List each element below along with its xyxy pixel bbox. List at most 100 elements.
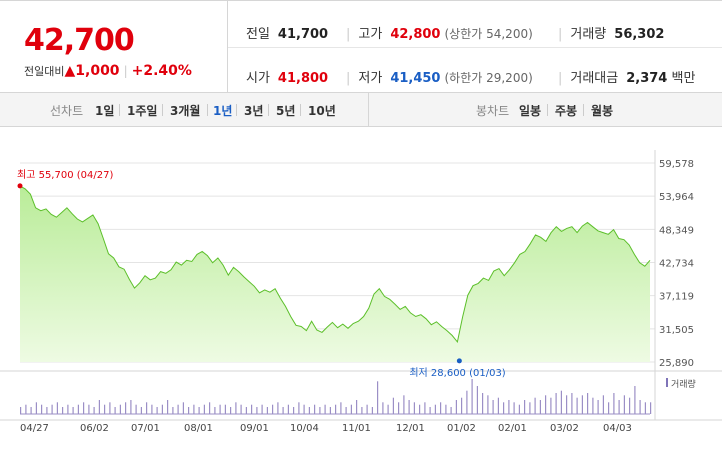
y-tick-label: 48,349 (659, 225, 694, 236)
volume-bar (235, 402, 237, 414)
price-line (19, 185, 651, 344)
volume-bar (398, 402, 400, 414)
volume-bar (382, 402, 384, 414)
volume-bar (83, 402, 85, 414)
x-tick-label: 10/04 (290, 423, 319, 434)
stat-volume: | 거래량 56,302 (558, 27, 665, 42)
volume-bar (581, 395, 583, 414)
volume-bar (424, 402, 426, 414)
volume-bar (62, 407, 64, 414)
volume-bar (282, 407, 284, 414)
volume-bar (587, 393, 589, 414)
low-marker (456, 358, 462, 364)
volume-bar (256, 407, 258, 414)
volume-bar (550, 397, 552, 414)
x-tick-label: 06/02 (80, 423, 109, 434)
volume-bar (214, 407, 216, 414)
volume-bar (272, 404, 274, 414)
tab-3m[interactable]: 3개월 (170, 104, 201, 118)
tab-1y[interactable]: 1년 (213, 104, 233, 118)
volume-bar (119, 404, 121, 414)
volume-bar (408, 400, 410, 414)
price-change: 전일대비▲1,000 | +2.40% (24, 63, 192, 79)
stat-high: | 고가 42,800 (상한가 54,200) (346, 27, 533, 42)
x-tick-label: 08/01 (184, 423, 213, 434)
volume-bar (303, 404, 305, 414)
volume-legend-swatch (666, 378, 668, 387)
volume-bar (56, 402, 58, 414)
x-tick-label: 07/01 (131, 423, 160, 434)
volume-bar (308, 407, 310, 414)
volume-bar (146, 402, 148, 414)
volume-bar (177, 404, 179, 414)
volume-bar (644, 402, 646, 414)
y-tick-label: 59,578 (659, 159, 694, 170)
tab-monthly[interactable]: 월봉 (591, 104, 614, 118)
volume-bar (608, 402, 610, 414)
volume-bar (46, 407, 48, 414)
volume-bar (188, 407, 190, 414)
volume-bar (230, 407, 232, 414)
x-tick-label: 01/02 (447, 423, 476, 434)
x-tick-label: 04/27 (20, 423, 49, 434)
change-value: 1,000 (75, 63, 120, 79)
volume-bar (450, 407, 452, 414)
volume-bar (41, 404, 43, 414)
volume-bar (335, 404, 337, 414)
volume-bar (350, 404, 352, 414)
tab-daily[interactable]: 일봉 (519, 104, 542, 118)
y-tick-label: 37,119 (659, 292, 694, 303)
volume-bar (209, 402, 211, 414)
stat-low: | 저가 41,450 (하한가 29,200) (346, 71, 533, 86)
volume-bar (387, 404, 389, 414)
volume-bar (361, 407, 363, 414)
volume-bar (508, 400, 510, 414)
y-tick-label: 53,964 (659, 192, 694, 203)
volume-bar (492, 400, 494, 414)
volume-bar (529, 402, 531, 414)
volume-bar (440, 402, 442, 414)
volume-bar (623, 395, 625, 414)
volume-bar (576, 397, 578, 414)
current-price: 42,700 (24, 23, 135, 58)
volume-bar (555, 393, 557, 414)
volume-bar (193, 404, 195, 414)
volume-bar (566, 395, 568, 414)
y-tick-label: 42,734 (659, 259, 694, 270)
low-annotation: 최저 28,600 (01/03) (409, 367, 505, 379)
tab-5y[interactable]: 5년 (276, 104, 296, 118)
line-chart-label: 선차트 (50, 104, 84, 118)
volume-bar (613, 393, 615, 414)
tab-1d[interactable]: 1일 (95, 104, 115, 118)
tab-10y[interactable]: 10년 (308, 104, 336, 118)
volume-bar (293, 407, 295, 414)
stats-divider (228, 47, 722, 48)
volume-bar (518, 404, 520, 414)
volume-bar (524, 400, 526, 414)
volume-bar (35, 402, 37, 414)
volume-bar (377, 381, 379, 414)
tab-3y[interactable]: 3년 (244, 104, 264, 118)
tab-weekly[interactable]: 주봉 (555, 104, 578, 118)
volume-bar (329, 407, 331, 414)
volume-bar (571, 393, 573, 414)
volume-bar (51, 404, 53, 414)
volume-bar (466, 390, 468, 414)
volume-bar (429, 407, 431, 414)
stat-amount: | 거래대금 2,374 백만 (558, 71, 696, 86)
high-annotation: 최고 55,700 (04/27) (17, 169, 113, 181)
volume-bar (98, 400, 100, 414)
y-tick-label: 31,505 (659, 325, 694, 336)
volume-bar (592, 397, 594, 414)
volume-bar (319, 407, 321, 414)
chart-tabs: 선차트 1일 1주일 3개월 1년 3년 5년 10년 봉차트 일봉 주봉 월봉 (0, 93, 722, 127)
volume-bar (503, 402, 505, 414)
volume-bar (72, 407, 74, 414)
x-tick-label: 09/01 (240, 423, 269, 434)
volume-bar (487, 395, 489, 414)
stat-prev-close: 전일 41,700 (246, 27, 329, 42)
price-area (20, 185, 650, 362)
quote-header: 42,700 전일대비▲1,000 | +2.40% 전일 41,700 | 고가 42,… (0, 0, 722, 93)
tab-1w[interactable]: 1주일 (127, 104, 158, 118)
